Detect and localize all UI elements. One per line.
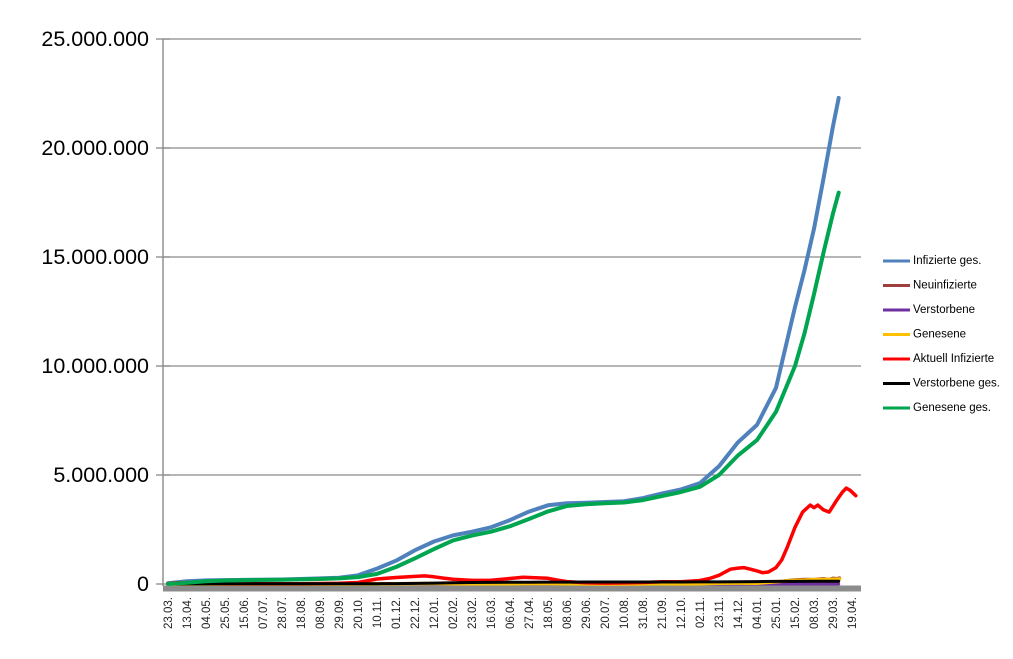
y-axis-label: 20.000.000: [41, 136, 149, 160]
x-axis-label: 04.01.: [752, 597, 764, 629]
x-axis-label: 08.06.: [562, 597, 574, 629]
x-axis-label: 25.01.: [771, 597, 783, 629]
x-axis-label: 12.10.: [676, 597, 688, 629]
x-axis-label: 22.12.: [410, 597, 422, 629]
x-axis-label: 18.08.: [296, 597, 308, 629]
x-axis-label: 19.04.: [847, 597, 859, 629]
x-axis-label: 15.06.: [239, 597, 251, 629]
x-axis-label: 02.02.: [448, 597, 460, 629]
x-axis-label: 15.02.: [790, 597, 802, 629]
x-axis-label: 01.12.: [391, 597, 403, 629]
y-axis-label: 0: [137, 572, 149, 596]
series-line-infizierte-ges: [166, 95, 841, 586]
legend-label-verstorbene: Verstorbene: [913, 304, 975, 316]
x-axis-label: 07.07.: [258, 597, 270, 629]
legend-label-genesene: Genesene: [913, 329, 966, 341]
legend-label-infizierte-ges: Infizierte ges.: [913, 255, 981, 267]
x-axis-label: 13.04.: [182, 597, 194, 629]
x-axis-label: 31.08.: [638, 597, 650, 629]
x-axis-label: 10.08.: [619, 597, 631, 629]
x-axis-label: 29.06.: [581, 597, 593, 629]
series-line-aktuell-infizierte: [166, 486, 858, 586]
x-axis-label: 08.09.: [315, 597, 327, 629]
x-axis-label: 23.02.: [467, 597, 479, 629]
x-axis-label: 06.04.: [505, 597, 517, 629]
series-line-genesene-ges: [166, 190, 841, 586]
legend-label-verstorbene-ges: Verstorbene ges.: [913, 378, 1000, 390]
x-axis-label: 14.12.: [733, 597, 745, 629]
x-axis-label: 04.05.: [201, 597, 213, 629]
x-axis-label: 12.01.: [429, 597, 441, 629]
y-axis-label: 15.000.000: [41, 245, 149, 269]
x-axis-label: 23.11.: [714, 597, 726, 628]
x-axis-label: 21.09.: [657, 597, 669, 629]
x-axis-label: 29.09.: [334, 597, 346, 629]
x-axis-label: 27.04.: [524, 597, 536, 629]
series-line-verstorbene-ges: [166, 579, 841, 586]
x-axis-label: 02.11.: [695, 597, 707, 628]
x-axis-label: 23.03.: [163, 597, 175, 629]
x-axis-label: 28.07.: [277, 597, 289, 629]
y-axis-label: 25.000.000: [41, 27, 149, 51]
y-axis-label: 5.000.000: [53, 463, 149, 487]
legend-label-genesene-ges: Genesene ges.: [913, 402, 991, 414]
legend-label-neuinfizierte: Neuinfizierte: [913, 280, 977, 292]
x-axis-label: 25.05.: [220, 597, 232, 629]
x-axis-label: 20.10.: [353, 597, 365, 629]
x-axis-label: 08.03.: [809, 597, 821, 629]
x-axis-label: 20.07.: [600, 597, 612, 629]
y-axis-label: 10.000.000: [41, 354, 149, 378]
legend-label-aktuell-infizierte: Aktuell Infizierte: [913, 353, 994, 365]
x-axis-label: 16.03.: [486, 597, 498, 629]
x-axis-label: 29.03.: [828, 597, 840, 629]
x-axis-label: 18.05.: [543, 597, 555, 629]
x-axis-line: [163, 585, 861, 592]
x-axis-label: 10.11.: [372, 597, 384, 628]
